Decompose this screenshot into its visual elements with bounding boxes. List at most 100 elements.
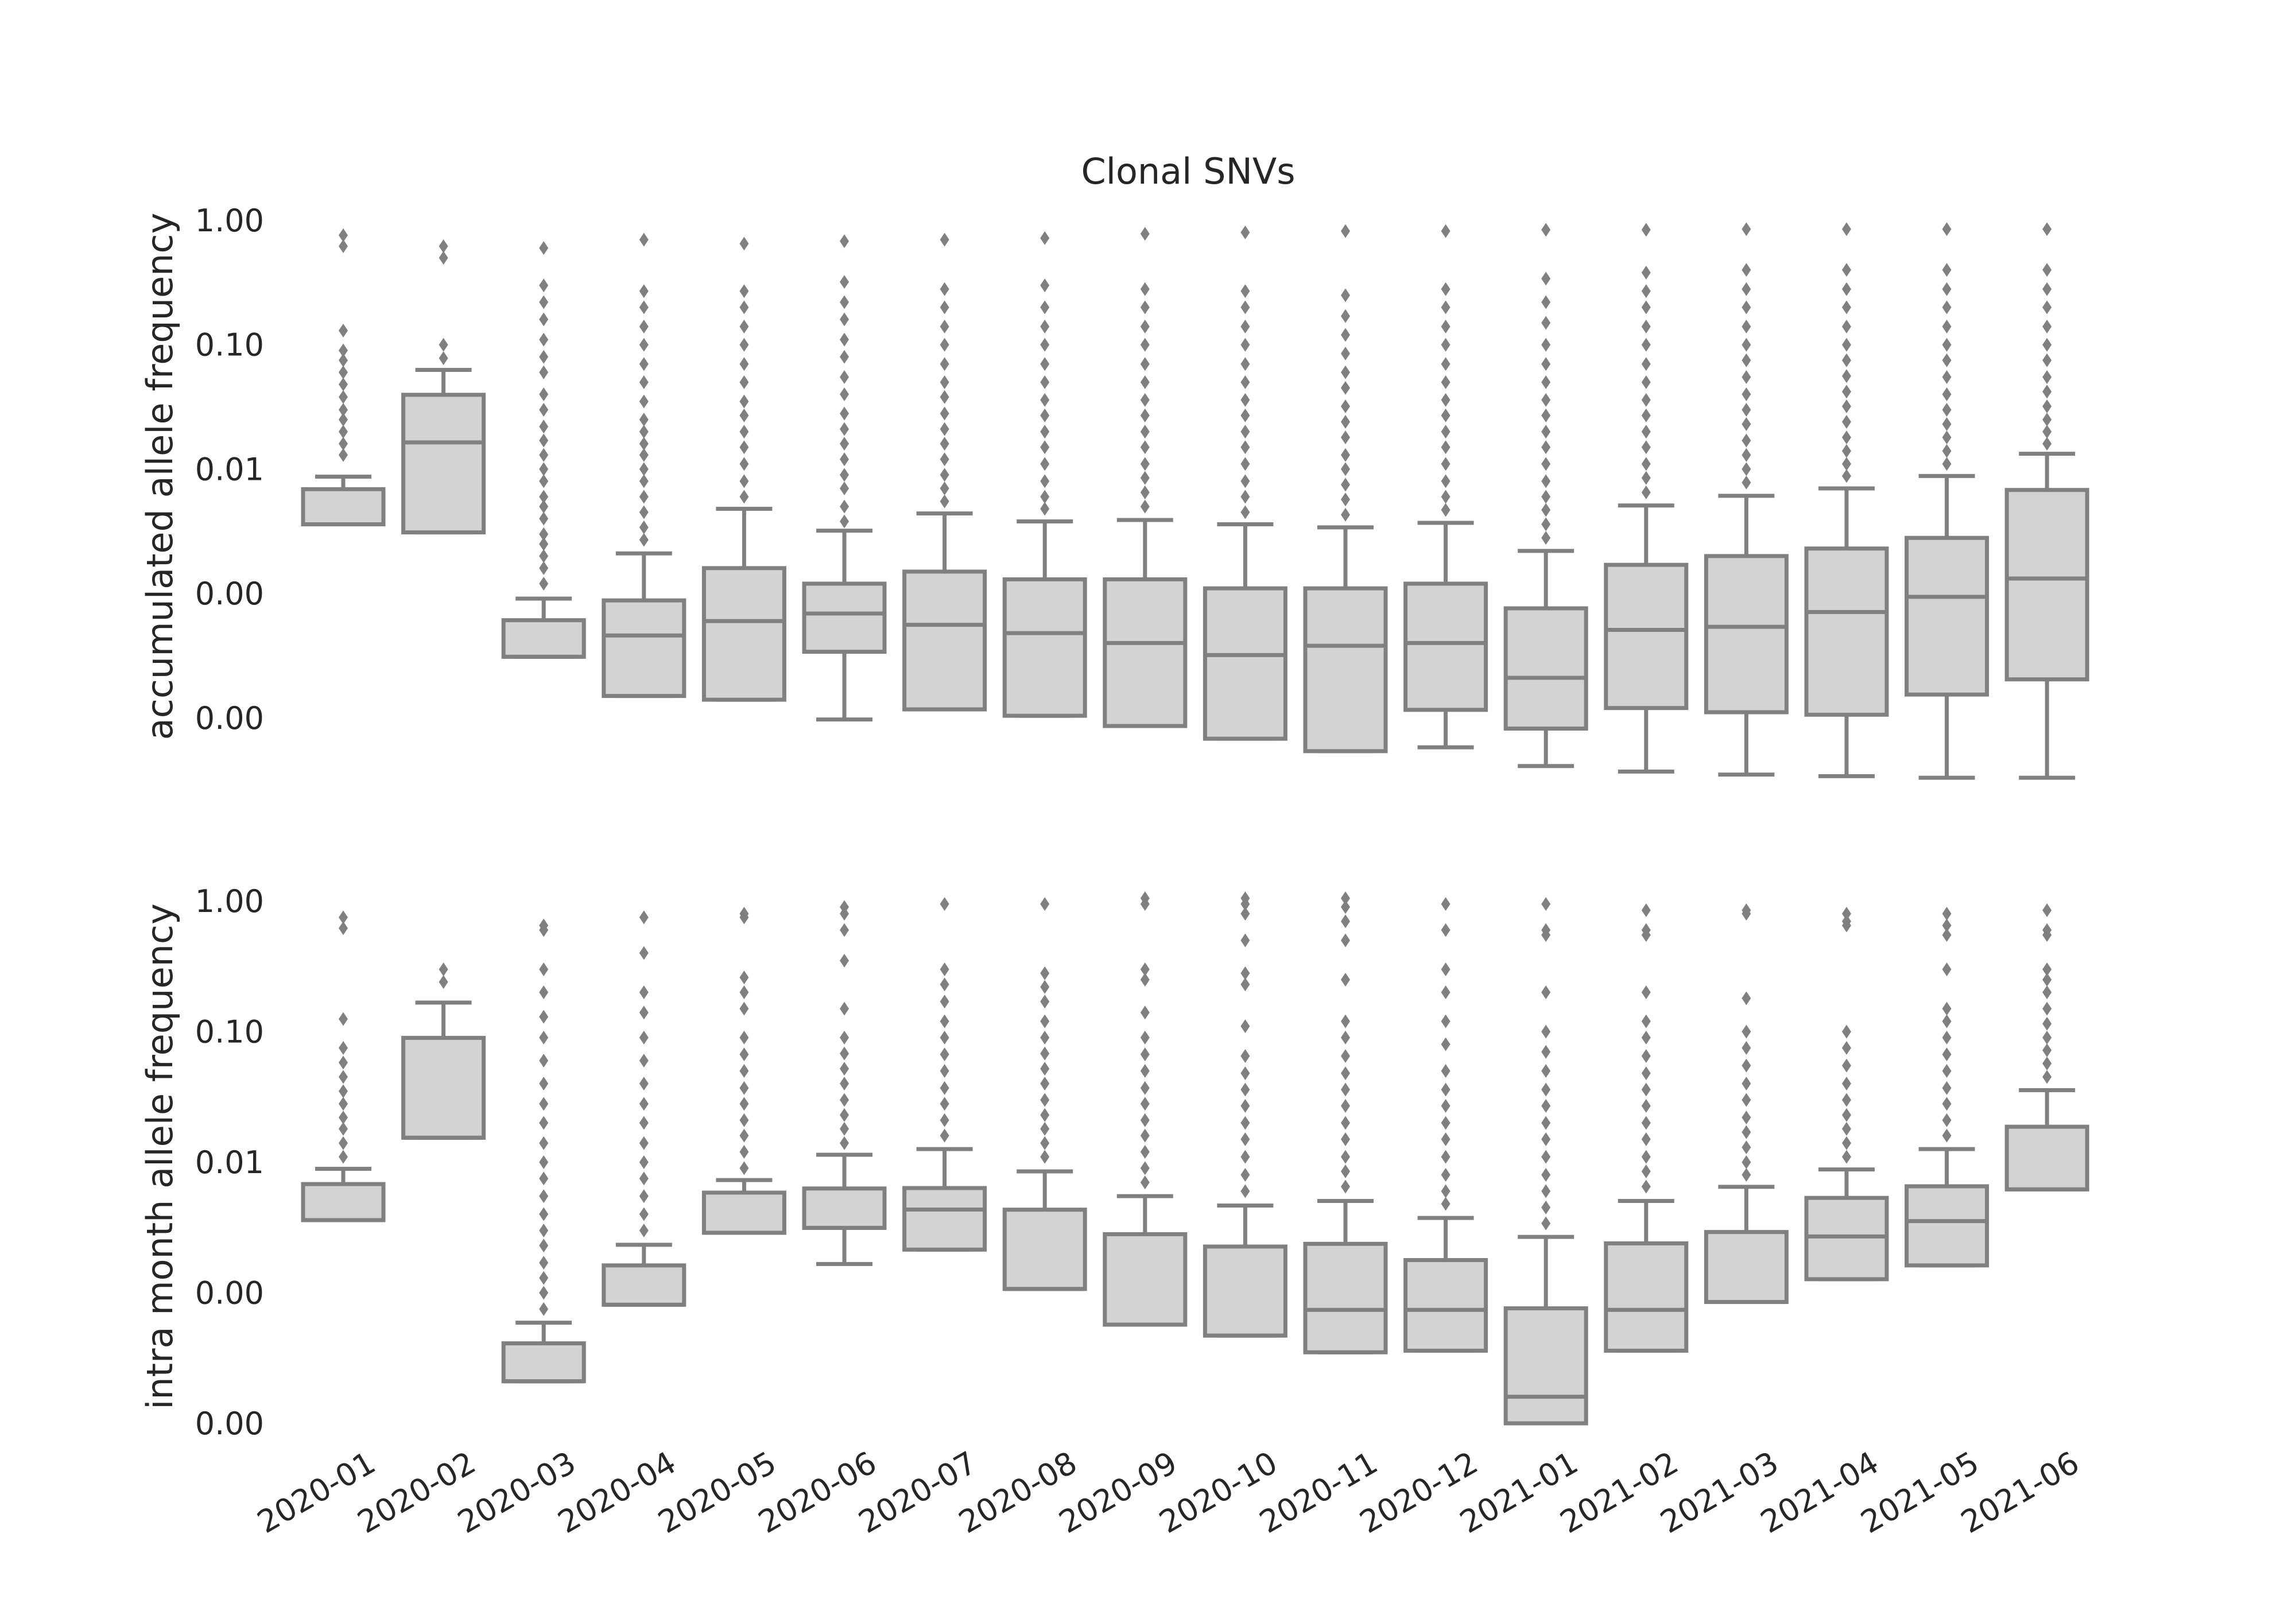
box-2020-09 [1103,227,1188,728]
outlier-point [339,403,348,417]
outlier-point [639,946,649,960]
box-2020-01 [301,228,386,527]
outlier-point [739,284,749,298]
box-iqr [2004,1124,2089,1191]
outlier-point [1341,1116,1350,1130]
outlier-point [1641,1082,1651,1097]
outlier-point [1842,320,1851,334]
outlier-point [339,1084,348,1098]
outlier-point [1040,440,1050,455]
outlier-point [1742,222,1751,236]
outlier-point [1441,408,1450,422]
outlier-point [1942,1113,1952,1127]
outlier-point [1341,430,1350,445]
outlier-point [1541,1200,1551,1214]
outlier-point [739,1002,749,1016]
box-2020-05 [701,236,786,702]
outlier-point [339,1012,348,1026]
outlier-point [1842,1108,1851,1122]
outlier-point [840,406,849,421]
outlier-point [1140,227,1150,241]
box-2021-03 [1704,222,1789,777]
box-iqr [401,393,486,535]
outlier-point [1541,440,1551,455]
outlier-point [1541,425,1551,439]
outlier-point [1942,1030,1952,1045]
outlier-point [2042,1016,2052,1031]
y-tick-label: 1.00 [195,203,264,239]
outlier-point [1842,1077,1851,1091]
outlier-point [2042,1043,2052,1057]
box-iqr [1002,1208,1087,1291]
outlier-point [1341,224,1350,238]
outlier-point [1641,903,1651,918]
outlier-point [739,440,749,455]
outlier-point [1140,471,1150,485]
outlier-point [1140,972,1150,987]
outlier-point [1240,505,1250,519]
outlier-point [1842,457,1851,471]
box-2020-12 [1403,224,1488,750]
box-2021-04 [1804,222,1889,778]
box-2021-01 [1503,223,1588,768]
outlier-point [1742,263,1751,277]
outlier-point [539,962,549,976]
outlier-point [940,1047,949,1062]
outlier-point [1341,1049,1350,1063]
outlier-point [1541,1132,1551,1146]
outlier-point [639,1171,649,1186]
outlier-point [1842,1058,1851,1073]
outlier-point [1240,933,1250,948]
outlier-point [1441,337,1450,352]
outlier-point [1240,977,1250,992]
outlier-point [840,1136,849,1150]
chart-title: Clonal SNVs [1081,150,1295,192]
outlier-point [639,437,649,451]
outlier-point [439,351,448,366]
box-iqr [1704,554,1789,715]
outlier-point [1742,1093,1751,1107]
y-tick-label: 0.10 [195,1014,264,1050]
outlier-point [1341,1014,1350,1028]
outlier-point [739,1063,749,1078]
outlier-point [739,357,749,371]
outlier-point [840,923,849,937]
y-tick-label: 0.10 [195,327,264,363]
outlier-point [1140,1144,1150,1159]
outlier-point [1541,1168,1551,1182]
outlier-point [2042,1070,2052,1084]
outlier-point [1441,985,1450,1000]
outlier-point [1842,385,1851,399]
outlier-point [1040,231,1050,245]
y-ticks-top: 1.00 0.10 0.01 0.00 0.00 [195,203,264,736]
outlier-point [1040,1121,1050,1136]
outlier-point [639,425,649,439]
outlier-point [1641,223,1651,237]
outlier-point [539,332,549,347]
outlier-point [739,408,749,422]
outlier-point [1341,1132,1350,1146]
box-2020-08 [1002,897,1087,1291]
box-2020-02 [401,239,486,535]
outlier-point [1541,985,1551,1000]
outlier-point [339,1136,348,1150]
y-axis-label-top: accumulated allele frequency [139,213,181,740]
outlier-point [1742,337,1751,352]
outlier-point [639,505,649,519]
outlier-point [1441,1150,1450,1164]
outlier-point [639,357,649,371]
outlier-point [940,1014,949,1028]
outlier-point [1541,393,1551,407]
outlier-point [1140,337,1150,352]
outlier-point [1842,469,1851,483]
outlier-point [2042,962,2052,976]
outlier-point [539,1271,549,1285]
outlier-point [840,422,849,436]
outlier-point [940,357,949,371]
box-iqr [301,1182,386,1222]
box-2020-10 [1203,891,1287,1338]
outlier-point [439,975,448,989]
outlier-point [1140,457,1150,471]
outlier-point [339,448,348,462]
outlier-point [1341,507,1350,522]
